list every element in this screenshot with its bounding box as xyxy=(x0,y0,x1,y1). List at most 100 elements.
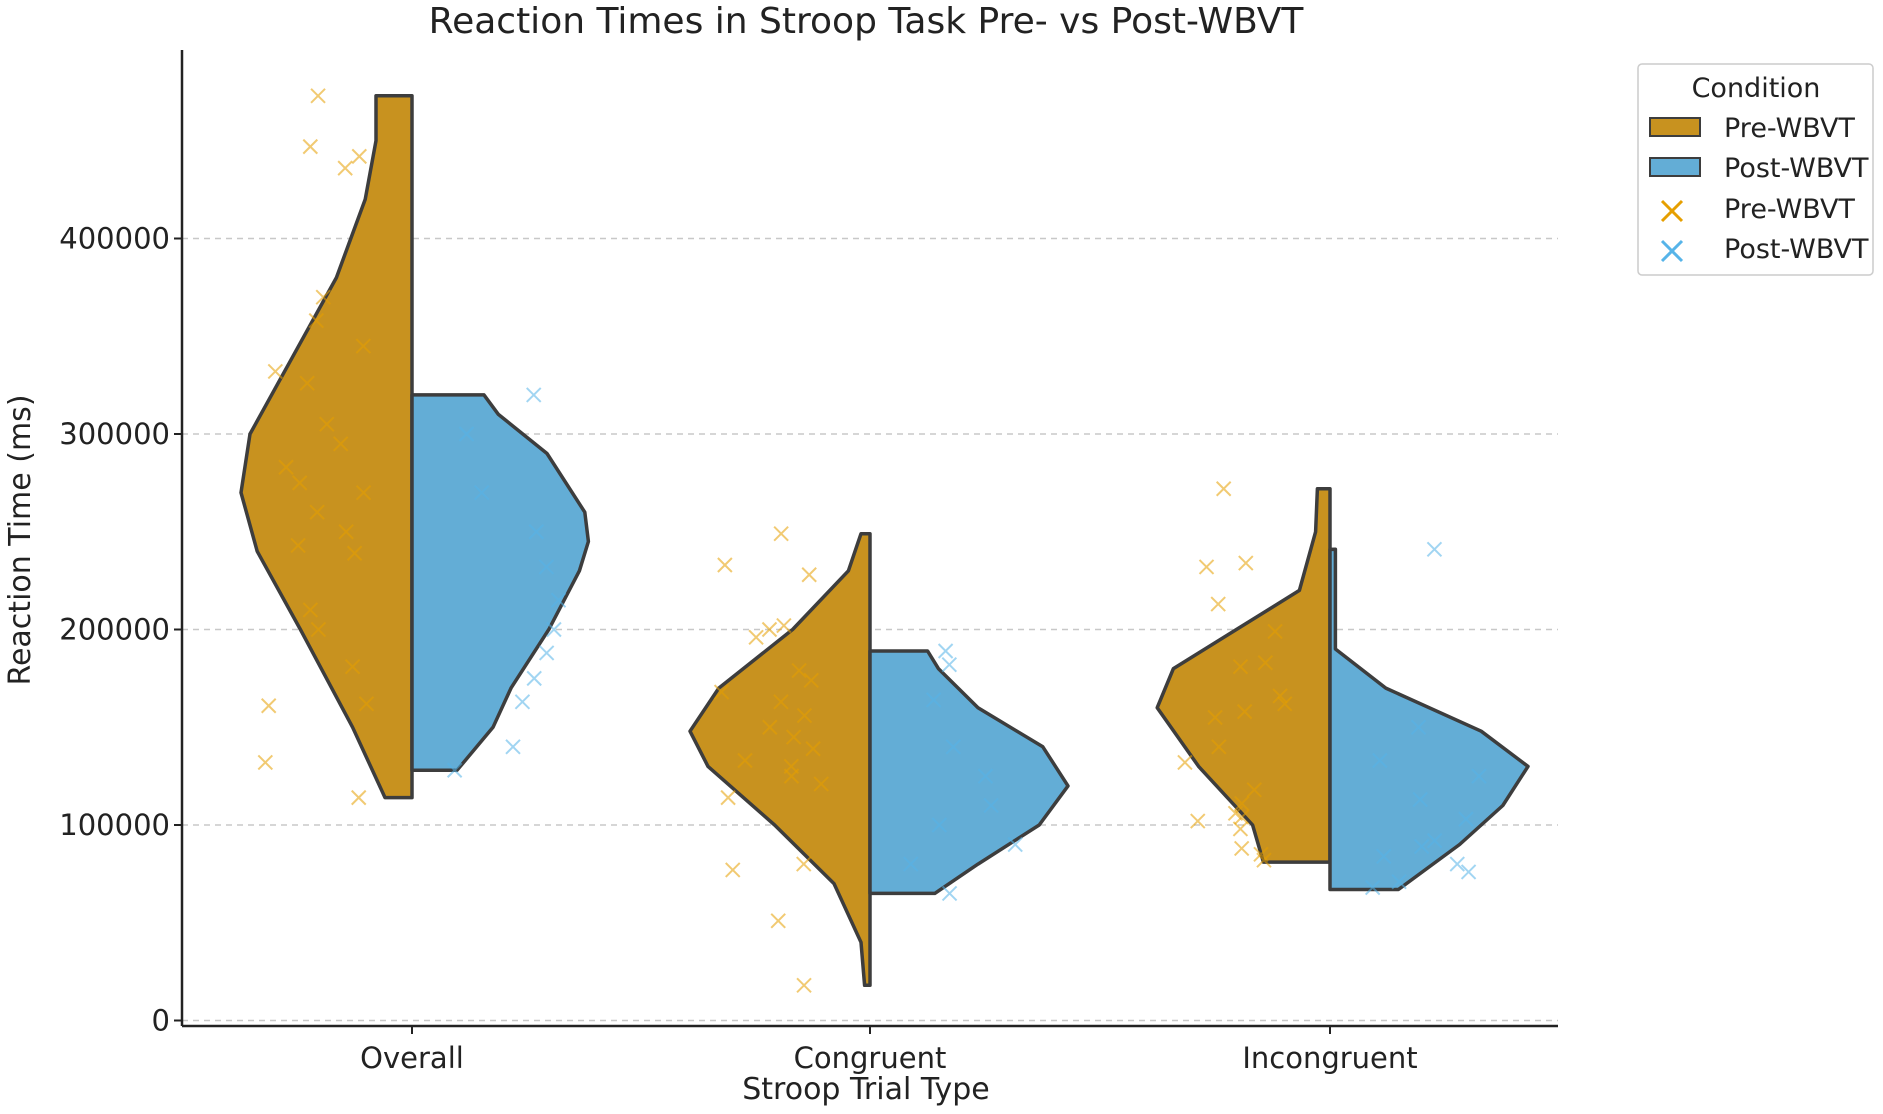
point-pre-incongruent-1 xyxy=(1238,555,1254,571)
x-tick-label-incongruent: Incongruent xyxy=(1242,1041,1417,1075)
point-pre-overall-24 xyxy=(351,789,367,806)
point-pre-congruent-18 xyxy=(720,789,736,806)
chart-title: Reaction Times in Stroop Task Pre- vs Po… xyxy=(429,1,1305,42)
point-pre-incongruent-6 xyxy=(1232,658,1249,675)
point-post-congruent-6 xyxy=(931,817,948,833)
point-pre-congruent-3 xyxy=(776,617,792,634)
point-pre-incongruent-5 xyxy=(1257,655,1274,671)
point-post-overall-4 xyxy=(538,559,555,575)
point-pre-incongruent-18 xyxy=(1232,821,1249,837)
point-pre-incongruent-3 xyxy=(1210,596,1226,612)
point-pre-overall-14 xyxy=(309,504,325,520)
point-pre-incongruent-2 xyxy=(1198,559,1215,575)
point-post-congruent-8 xyxy=(903,856,919,872)
point-pre-incongruent-17 xyxy=(1190,813,1206,829)
point-post-congruent-5 xyxy=(983,797,999,814)
point-post-incongruent-6 xyxy=(1426,832,1443,849)
point-post-congruent-2 xyxy=(925,692,942,708)
point-post-overall-9 xyxy=(514,694,531,710)
point-pre-congruent-12 xyxy=(785,729,802,745)
point-pre-congruent-20 xyxy=(725,862,741,878)
violin-pre-incongruent xyxy=(1155,486,1332,864)
point-post-incongruent-5 xyxy=(1458,811,1474,827)
y-tick-label-300000: 300000 xyxy=(59,417,170,451)
point-pre-congruent-5 xyxy=(748,629,764,646)
point-pre-incongruent-11 xyxy=(1211,739,1227,755)
point-pre-incongruent-9 xyxy=(1236,703,1253,720)
point-pre-overall-1 xyxy=(302,138,319,155)
point-post-overall-8 xyxy=(526,670,542,687)
point-post-incongruent-8 xyxy=(1376,848,1392,864)
point-pre-incongruent-21 xyxy=(1256,852,1272,868)
point-post-congruent-3 xyxy=(945,739,961,755)
point-pre-overall-17 xyxy=(346,545,363,561)
legend-label-pre-violin: Pre-WBVT xyxy=(1724,113,1855,144)
legend-swatch-pre xyxy=(1649,117,1701,137)
y-tick-label-400000: 400000 xyxy=(59,222,170,256)
violin-post-incongruent xyxy=(1328,547,1530,892)
point-pre-congruent-7 xyxy=(803,672,819,689)
y-tick-label-200000: 200000 xyxy=(59,613,170,647)
point-post-incongruent-0 xyxy=(1426,541,1443,558)
legend-frame xyxy=(1637,63,1874,276)
point-pre-overall-9 xyxy=(319,416,335,432)
point-post-overall-1 xyxy=(458,426,475,442)
y-tick-label-100000: 100000 xyxy=(59,808,170,842)
point-pre-incongruent-19 xyxy=(1233,840,1250,857)
legend-label-pre-points: Pre-WBVT xyxy=(1724,194,1855,225)
point-pre-incongruent-8 xyxy=(1277,696,1293,712)
point-post-overall-0 xyxy=(526,387,542,403)
point-post-overall-3 xyxy=(528,524,545,540)
point-post-congruent-7 xyxy=(1007,836,1023,853)
y-axis-title: Reaction Time (ms) xyxy=(3,394,38,685)
point-pre-congruent-22 xyxy=(796,977,812,994)
point-pre-congruent-6 xyxy=(791,662,807,679)
point-pre-incongruent-0 xyxy=(1215,481,1232,497)
point-pre-congruent-1 xyxy=(717,557,733,573)
point-pre-overall-8 xyxy=(299,375,315,391)
point-post-incongruent-10 xyxy=(1460,864,1477,880)
point-post-overall-2 xyxy=(474,484,490,501)
point-pre-congruent-17 xyxy=(813,776,829,792)
point-pre-incongruent-13 xyxy=(1246,782,1262,798)
point-pre-overall-6 xyxy=(355,338,372,354)
point-pre-overall-11 xyxy=(278,459,294,475)
point-pre-overall-2 xyxy=(351,148,368,165)
point-pre-overall-0 xyxy=(310,88,326,104)
point-post-overall-7 xyxy=(538,645,555,661)
point-post-incongruent-9 xyxy=(1449,856,1465,872)
violins xyxy=(239,94,1530,988)
legend-swatch-post xyxy=(1649,157,1701,177)
x-tick-label-overall: Overall xyxy=(360,1041,464,1075)
point-post-congruent-1 xyxy=(941,656,958,673)
point-post-incongruent-2 xyxy=(1372,752,1388,769)
point-post-congruent-0 xyxy=(937,643,954,659)
point-pre-overall-3 xyxy=(337,160,353,176)
point-pre-incongruent-14 xyxy=(1234,795,1250,812)
point-pre-congruent-14 xyxy=(737,752,753,769)
point-pre-overall-18 xyxy=(302,602,319,618)
jitter-points xyxy=(257,88,1487,994)
legend-marker-pre xyxy=(1660,199,1684,223)
point-pre-overall-22 xyxy=(260,698,277,714)
point-pre-overall-4 xyxy=(315,289,331,305)
point-pre-congruent-4 xyxy=(761,621,778,638)
point-pre-overall-23 xyxy=(257,754,274,771)
x-axis-title: Stroop Trial Type xyxy=(742,1072,990,1107)
point-pre-overall-19 xyxy=(310,621,327,638)
legend-title: Condition xyxy=(1692,73,1821,104)
legend-label-post-points: Post-WBVT xyxy=(1724,234,1869,265)
x-tick-label-congruent: Congruent xyxy=(794,1041,947,1075)
point-pre-congruent-0 xyxy=(773,525,789,542)
point-post-overall-5 xyxy=(550,592,567,608)
point-post-incongruent-12 xyxy=(1364,879,1381,896)
point-pre-congruent-10 xyxy=(796,707,813,724)
axes: 0 100000 200000 300000 400000 Overall Congruen… xyxy=(59,50,1558,1075)
point-pre-overall-7 xyxy=(267,363,284,380)
point-pre-congruent-2 xyxy=(801,567,817,583)
point-pre-overall-21 xyxy=(358,696,375,712)
point-pre-congruent-21 xyxy=(770,913,786,929)
point-post-incongruent-11 xyxy=(1391,873,1407,890)
